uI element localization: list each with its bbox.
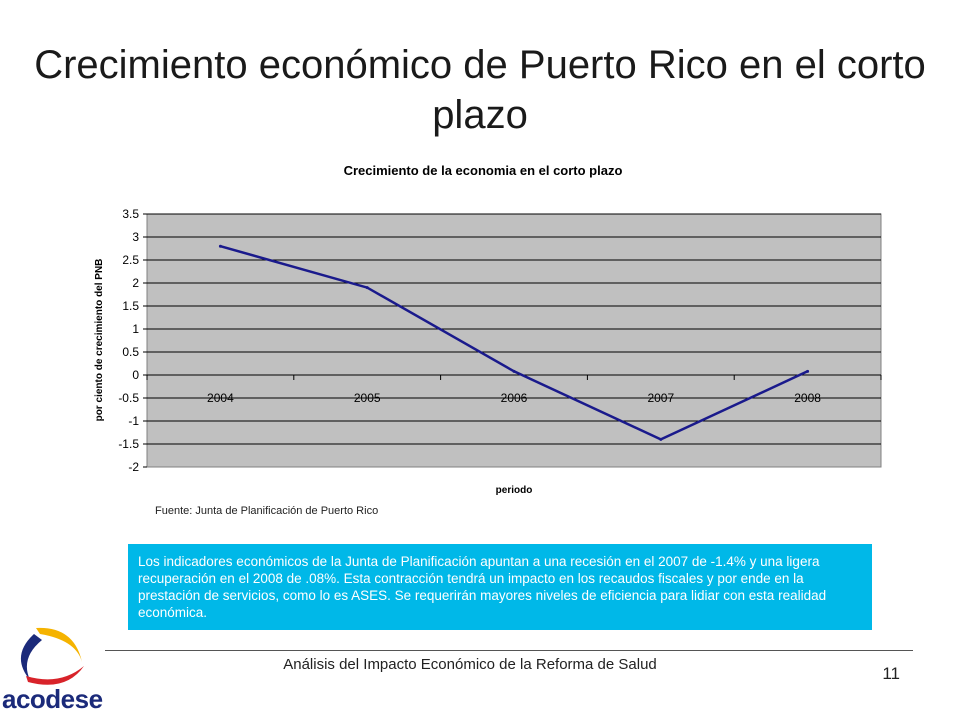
logo-red-swoosh: [26, 666, 84, 685]
callout-box: Los indicadores económicos de la Junta d…: [128, 544, 872, 630]
data-point: [512, 369, 516, 373]
y-tick-label: -2: [128, 460, 139, 474]
x-tick-label: 2006: [501, 391, 528, 405]
y-tick-label: 2.5: [122, 253, 139, 267]
acodese-logo-icon: [20, 627, 84, 685]
logo-yellow-swoosh: [36, 627, 82, 662]
x-tick-label: 2007: [647, 391, 674, 405]
x-tick-label: 2008: [794, 391, 821, 405]
y-tick-label: 1: [132, 322, 139, 336]
plot-area: [146, 213, 882, 468]
logo-blue-swoosh: [20, 634, 42, 680]
logo-wordmark: acodese: [2, 684, 103, 714]
y-tick-label: -0.5: [118, 391, 139, 405]
x-axis-label: periodo: [496, 485, 533, 496]
y-axis: 3.5 3 2.5 2 1.5 1 0.5 0 -0.5 -1 -1.5 -2: [118, 207, 147, 474]
y-tick-label: -1: [128, 414, 139, 428]
slide-title: Crecimiento económico de Puerto Rico en …: [34, 43, 926, 137]
line-chart: Crecimiento de la economia en el corto p…: [94, 163, 882, 496]
chart-title: Crecimiento de la economia en el corto p…: [344, 163, 623, 178]
y-tick-label: 3.5: [122, 207, 139, 221]
footer-divider: [105, 650, 913, 651]
x-tick-label: 2004: [207, 391, 234, 405]
x-axis: 2004 2005 2006 2007 2008: [146, 375, 882, 405]
page-number: 11: [882, 664, 900, 683]
data-point: [365, 286, 369, 290]
footer-text: Análisis del Impacto Económico de la Ref…: [283, 656, 657, 673]
y-tick-label: 0.5: [122, 345, 139, 359]
y-tick-label: 2: [132, 276, 139, 290]
y-axis-label: por ciento de crecimiento del PNB: [94, 259, 105, 422]
y-tick-label: -1.5: [118, 437, 139, 451]
x-tick-label: 2005: [354, 391, 381, 405]
y-tick-label: 0: [132, 368, 139, 382]
source-note: Fuente: Junta de Planificación de Puerto…: [155, 505, 379, 517]
grid-lines: [147, 213, 881, 445]
data-point: [659, 437, 663, 441]
data-point: [218, 244, 222, 248]
data-point: [806, 369, 810, 373]
y-tick-label: 1.5: [122, 299, 139, 313]
y-tick-label: 3: [132, 230, 139, 244]
